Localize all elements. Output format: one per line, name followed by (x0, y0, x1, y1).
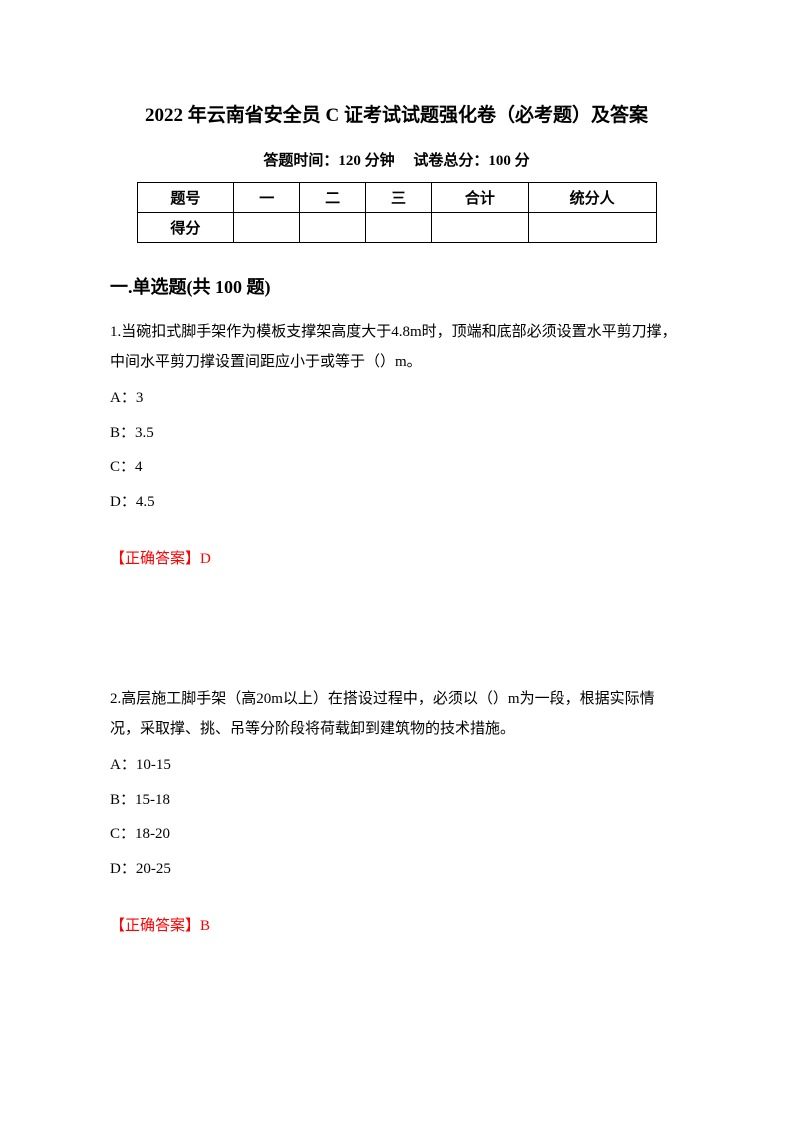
table-cell (432, 213, 529, 243)
table-cell (300, 213, 366, 243)
time-value: 120 分钟 (338, 153, 394, 169)
page-title: 2022 年云南省安全员 C 证考试试题强化卷（必考题）及答案 (110, 100, 683, 127)
score-value: 100 分 (488, 153, 529, 169)
question-text: 2.高层施工脚手架（高20m以上）在搭设过程中，必须以（）m为一段，根据实际情况… (110, 684, 683, 744)
spacer (110, 599, 683, 684)
score-label: 试卷总分： (413, 153, 488, 169)
table-header: 合计 (432, 183, 529, 213)
table-header-row: 题号 一 二 三 合计 统分人 (137, 183, 656, 213)
table-score-row: 得分 (137, 213, 656, 243)
table-header: 统分人 (528, 183, 656, 213)
section-title: 一.单选题(共 100 题) (110, 273, 683, 299)
answer: 【正确答案】B (110, 911, 683, 941)
answer: 【正确答案】D (110, 544, 683, 574)
option-c: C：18-20 (110, 817, 683, 852)
option-b: B：3.5 (110, 416, 683, 451)
table-cell (234, 213, 300, 243)
table-header: 二 (300, 183, 366, 213)
question-text: 1.当碗扣式脚手架作为模板支撑架高度大于4.8m时，顶端和底部必须设置水平剪刀撑… (110, 317, 683, 377)
option-c: C：4 (110, 450, 683, 485)
table-cell (366, 213, 432, 243)
option-d: D：4.5 (110, 485, 683, 520)
exam-info: 答题时间：120 分钟 试卷总分：100 分 (110, 149, 683, 170)
table-row-label: 得分 (137, 213, 234, 243)
option-a: A：3 (110, 381, 683, 416)
table-header: 一 (234, 183, 300, 213)
option-b: B：15-18 (110, 783, 683, 818)
score-table: 题号 一 二 三 合计 统分人 得分 (137, 182, 657, 243)
table-header: 三 (366, 183, 432, 213)
option-d: D：20-25 (110, 852, 683, 887)
table-header: 题号 (137, 183, 234, 213)
time-label: 答题时间： (263, 153, 338, 169)
table-cell (528, 213, 656, 243)
option-a: A：10-15 (110, 748, 683, 783)
